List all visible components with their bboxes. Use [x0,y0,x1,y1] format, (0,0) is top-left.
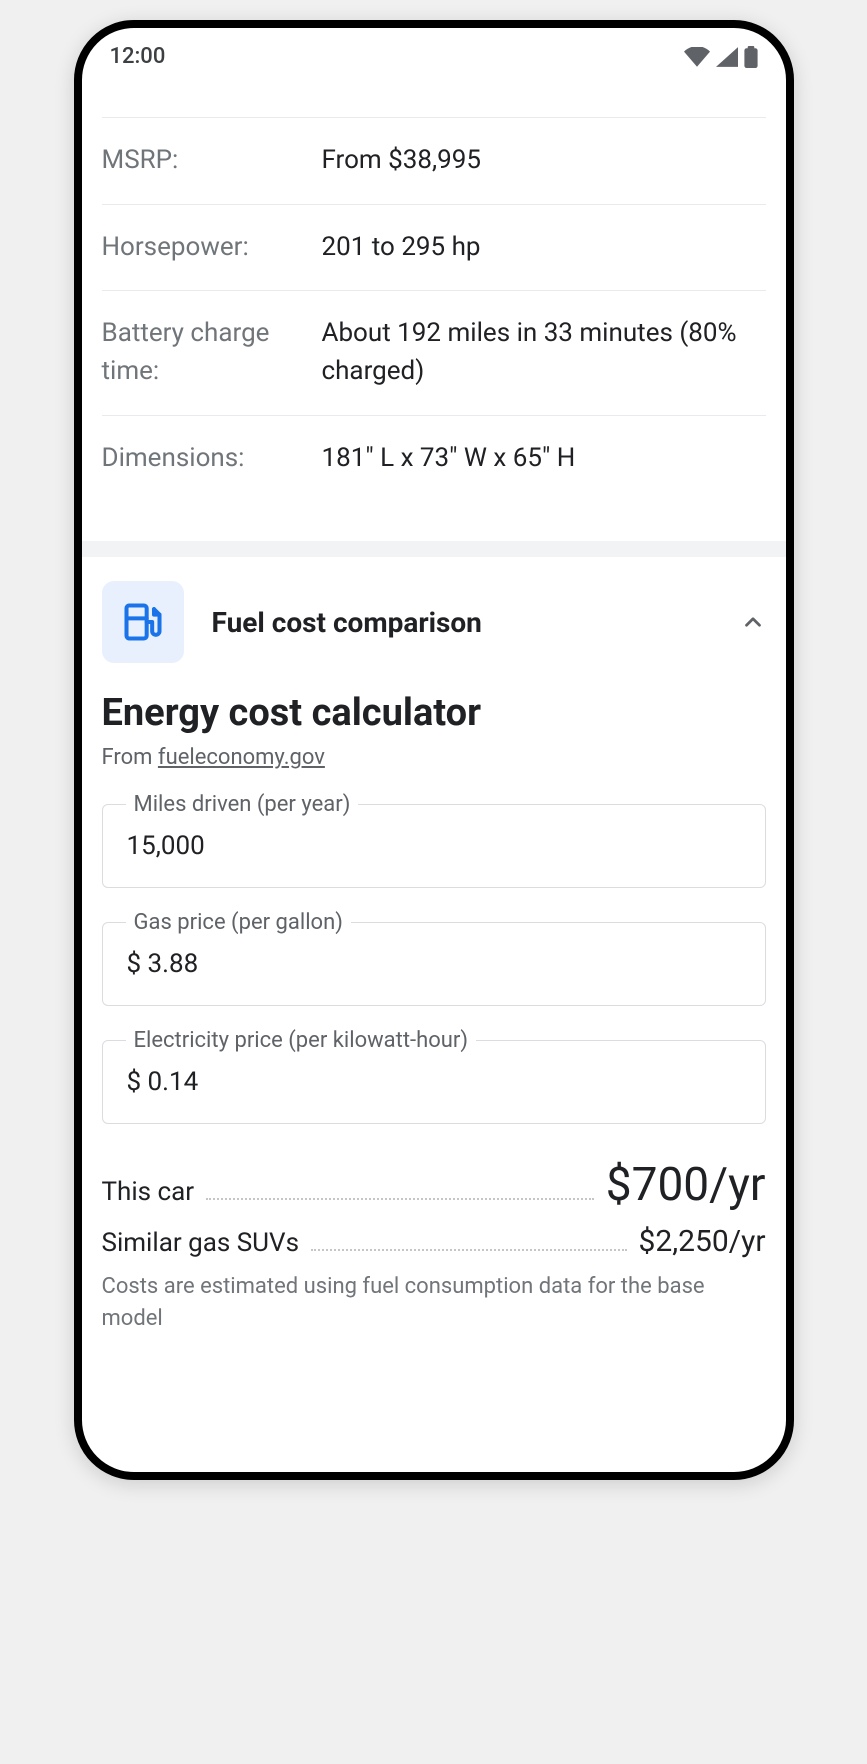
fuel-icon-box [102,581,184,663]
signal-icon [716,47,738,67]
cost-dots [311,1249,627,1251]
source-prefix: From [102,745,158,770]
status-bar: 12:00 [82,28,786,77]
field-electricity-price: Electricity price (per kilowatt-hour) [102,1040,766,1124]
fuel-section: Fuel cost comparison Energy cost calcula… [82,557,786,1355]
spec-row-dimensions: Dimensions: 181" L x 73" W x 65" H [102,416,766,502]
wifi-icon [684,47,710,67]
content: MSRP: From $38,995 Horsepower: 201 to 29… [82,77,786,1355]
status-time: 12:00 [110,44,166,69]
spec-section: MSRP: From $38,995 Horsepower: 201 to 29… [82,77,786,541]
calculator-title: Energy cost calculator [102,691,766,735]
spec-label: Battery charge time: [102,315,322,390]
cost-row-similar-suvs: Similar gas SUVs $2,250/yr [102,1224,766,1259]
spec-label: MSRP: [102,142,322,180]
spec-value: From $38,995 [322,142,766,180]
section-divider [82,541,786,557]
field-label: Gas price (per gallon) [126,910,351,935]
spec-row-msrp: MSRP: From $38,995 [102,118,766,205]
cost-value: $700/yr [606,1158,766,1212]
calculator-source: From fueleconomy.gov [102,745,766,770]
cost-dots [206,1198,594,1200]
spec-label: Dimensions: [102,440,322,478]
fuel-comparison-title: Fuel cost comparison [212,606,712,639]
spec-value: 201 to 295 hp [322,229,766,267]
spec-row-horsepower: Horsepower: 201 to 295 hp [102,205,766,292]
cost-row-this-car: This car $700/yr [102,1158,766,1212]
field-label: Electricity price (per kilowatt-hour) [126,1028,477,1053]
cost-disclaimer: Costs are estimated using fuel consumpti… [102,1271,766,1335]
spec-value: 181" L x 73" W x 65" H [322,440,766,478]
field-label: Miles driven (per year) [126,792,359,817]
field-gas-price: Gas price (per gallon) [102,922,766,1006]
cost-label: This car [102,1177,195,1207]
cost-label: Similar gas SUVs [102,1228,300,1258]
status-icons [684,46,758,68]
source-link[interactable]: fueleconomy.gov [158,745,325,770]
battery-icon [744,46,758,68]
field-miles-driven: Miles driven (per year) [102,804,766,888]
phone-frame: 12:00 MSRP: From $38,995 Horsepower: 201… [74,20,794,1480]
spec-label: Horsepower: [102,229,322,267]
cost-value: $2,250/yr [639,1224,766,1259]
fuel-comparison-header[interactable]: Fuel cost comparison [102,581,766,663]
spec-value: About 192 miles in 33 minutes (80% charg… [322,315,766,390]
chevron-up-icon [740,609,766,635]
fuel-pump-icon [121,600,165,644]
spec-row-battery: Battery charge time: About 192 miles in … [102,291,766,415]
